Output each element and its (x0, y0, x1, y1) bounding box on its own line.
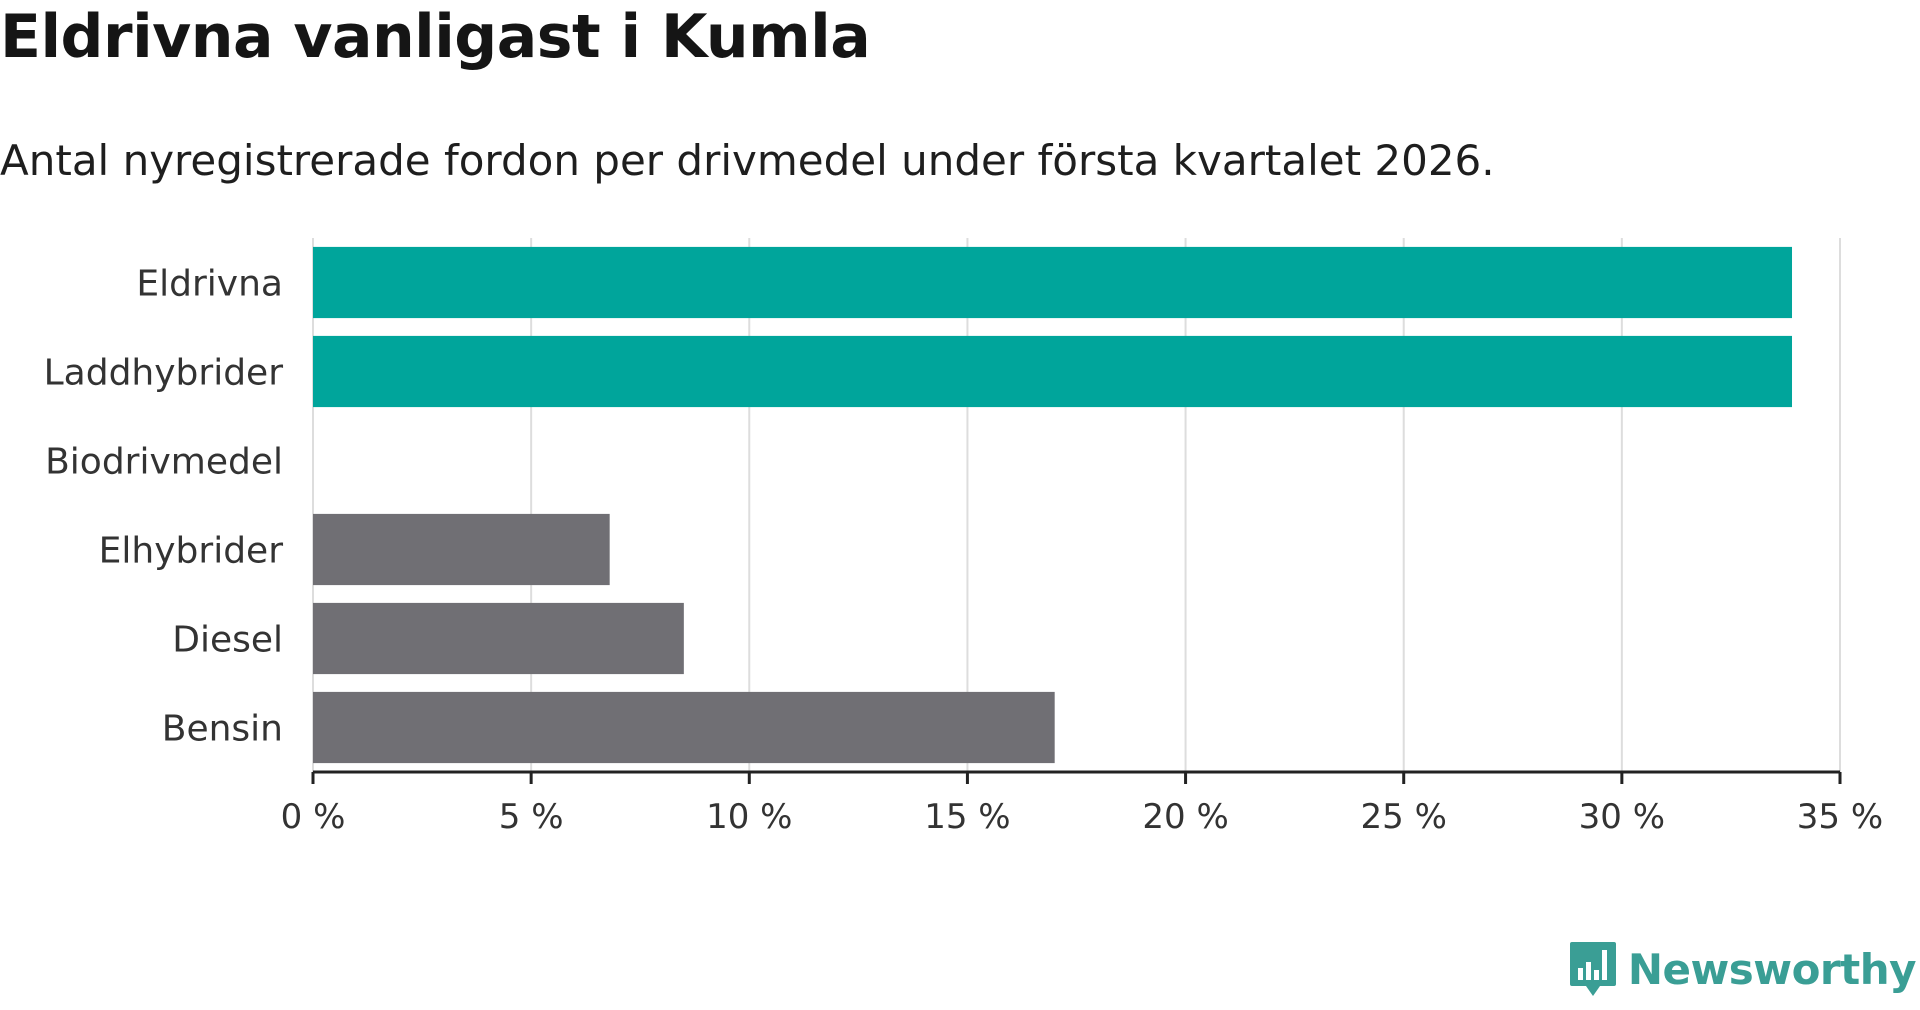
brand-name: Newsworthy (1627, 944, 1917, 994)
bar-diesel (313, 602, 684, 675)
category-label-bensin: Bensin (162, 709, 283, 750)
x-tick-label-3: 15 % (924, 797, 1010, 837)
category-label-elhybrider: Elhybrider (99, 531, 284, 572)
x-tick-label-5: 25 % (1361, 797, 1447, 837)
x-tick-label-1: 5 % (499, 797, 564, 837)
bar-bensin (313, 691, 1055, 764)
chart-subtitle: Antal nyregistrerade fordon per drivmede… (0, 136, 1495, 185)
chart-title: Eldrivna vanligast i Kumla (0, 2, 871, 72)
x-tick-label-6: 30 % (1579, 797, 1665, 837)
bar-elhybrider (313, 513, 610, 586)
category-label-biodrivmedel: Biodrivmedel (45, 442, 283, 483)
x-tick-label-4: 20 % (1142, 797, 1228, 837)
category-label-eldrivna: Eldrivna (136, 264, 283, 305)
category-label-laddhybrider: Laddhybrider (44, 353, 284, 394)
x-tick-label-7: 35 % (1797, 797, 1883, 837)
bar-eldrivna (313, 246, 1793, 319)
brand-logo: Newsworthy (1568, 940, 1917, 998)
bar-laddhybrider (313, 335, 1793, 408)
x-tick-label-2: 10 % (706, 797, 792, 837)
newsworthy-chart-icon (1569, 942, 1616, 996)
category-label-diesel: Diesel (172, 620, 283, 661)
x-tick-label-0: 0 % (281, 797, 346, 837)
